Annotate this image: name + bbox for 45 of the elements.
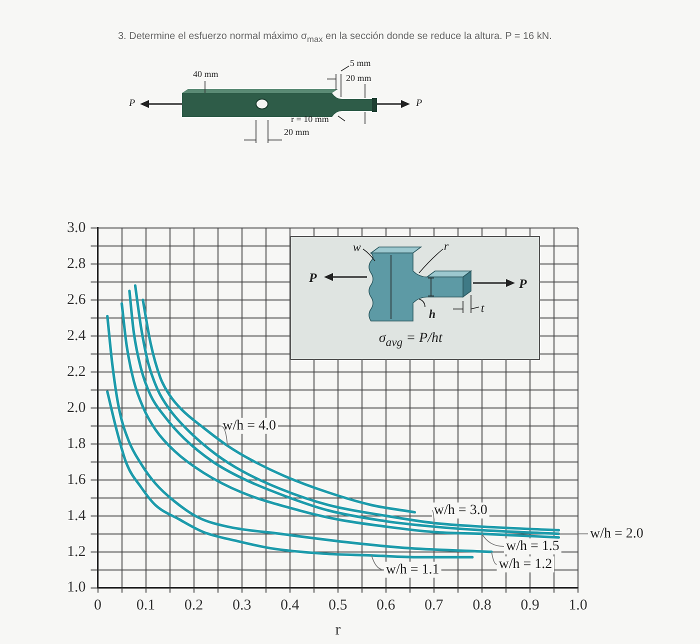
- y-tick-label: 1.4: [67, 508, 86, 524]
- y-tick-label: 2.0: [67, 400, 86, 416]
- text: 5 mm: [350, 58, 371, 68]
- annotation: P: [308, 270, 317, 286]
- y-tick-label: 1.6: [67, 472, 86, 488]
- y-tick-label: 1.0: [67, 580, 86, 596]
- annotation: σ$_{avg}$ = P/ht: [378, 330, 442, 349]
- chart-title: 3. Determine el esfuerzo normal máximo σ$_{max}$ en la sección donde se reduce la altura. P = 16 kN.: [118, 31, 552, 44]
- series-label: w/h = 4.0: [222, 418, 276, 434]
- annotation: t: [480, 300, 484, 316]
- annotation: P: [518, 276, 527, 292]
- text: w/h = 2.0: [590, 526, 644, 542]
- text: r = 10 mm: [291, 114, 329, 124]
- x-tick-label: 0.7: [424, 598, 444, 614]
- x-tick-label: 0.3: [232, 598, 252, 614]
- y-tick-label: 3.0: [67, 220, 86, 236]
- x-tick-label: 0.8: [472, 598, 492, 614]
- y-tick-label: 2.6: [67, 292, 86, 308]
- annotation: w: [352, 240, 361, 255]
- x-axis-title: r: [335, 622, 342, 639]
- series-label: w/h = 3.0: [434, 503, 488, 518]
- y-tick-label: 1.8: [67, 436, 86, 452]
- text: P: [416, 98, 422, 109]
- text: 40 mm: [193, 69, 218, 79]
- x-tick-label: 0.6: [376, 598, 396, 614]
- x-tick-label: 0.2: [184, 598, 204, 614]
- series-label: w/h = 1.5: [506, 539, 560, 554]
- y-tick-label: 2.2: [67, 364, 86, 380]
- annotation: h: [428, 306, 436, 322]
- y-tick-label: 2.4: [67, 328, 86, 344]
- y-tick-label: 2.8: [67, 256, 86, 272]
- x-tick-label: 0.5: [328, 598, 348, 614]
- x-tick-label: 0.4: [280, 598, 300, 614]
- series-label: w/h = 1.2: [498, 557, 552, 572]
- annotation: r: [444, 238, 449, 254]
- y-tick-label: 1.2: [67, 544, 86, 560]
- text: P: [129, 98, 136, 109]
- x-tick-label: 1.0: [568, 598, 588, 614]
- x-tick-label: 0.1: [136, 598, 156, 614]
- text: 20 mm: [346, 73, 372, 83]
- x-tick-label: 0: [94, 598, 102, 614]
- line-series: [142, 298, 416, 514]
- series-label: w/h = 1.1: [386, 562, 440, 578]
- text: 20 mm: [284, 127, 310, 137]
- x-tick-label: 0.9: [520, 598, 540, 614]
